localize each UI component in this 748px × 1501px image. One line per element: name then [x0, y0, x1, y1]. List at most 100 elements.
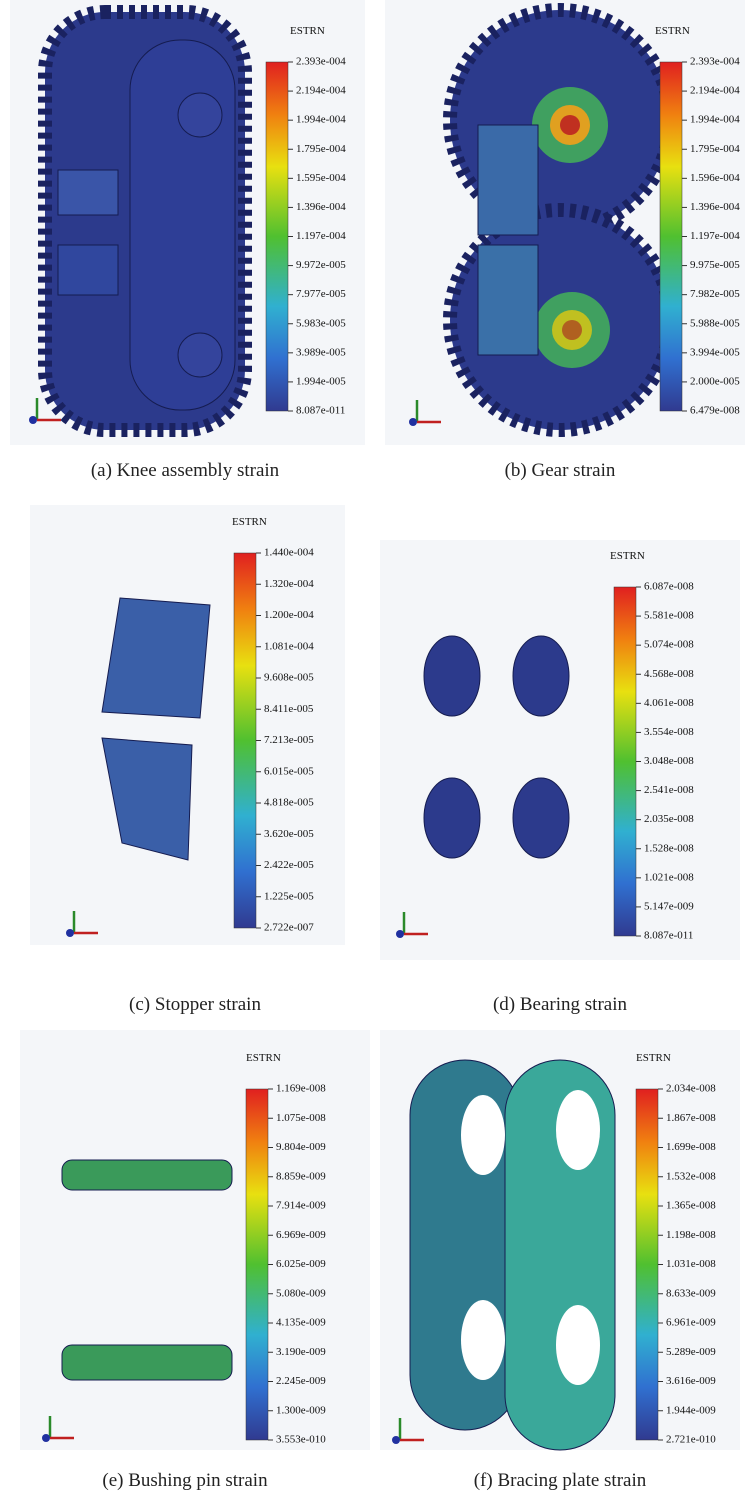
- plate-render: [410, 1060, 615, 1450]
- caption: (d) Bearing strain: [493, 994, 628, 1015]
- colorbar-label: 3.989e-005: [296, 346, 346, 358]
- colorbar-label: 4.818e-005: [264, 797, 314, 809]
- colorbar: [234, 553, 256, 928]
- colorbar-label: 5.289e-009: [666, 1346, 716, 1358]
- colorbar-label: 1.197e-004: [296, 230, 346, 242]
- colorbar: [246, 1089, 268, 1440]
- caption: (e) Bushing pin strain: [102, 1470, 268, 1491]
- colorbar-label: 1.169e-008: [276, 1083, 326, 1095]
- colorbar-label: 3.620e-005: [264, 828, 314, 840]
- triad-z: [392, 1436, 400, 1444]
- colorbar-label: 1.396e-004: [690, 201, 740, 213]
- legend-title: ESTRN: [655, 25, 690, 37]
- colorbar-label: 6.025e-009: [276, 1258, 326, 1270]
- colorbar-label: 1.699e-008: [666, 1141, 716, 1153]
- legend-title: ESTRN: [290, 25, 325, 37]
- colorbar-label: 1.300e-009: [276, 1404, 326, 1416]
- colorbar-label: 4.061e-008: [644, 697, 694, 709]
- colorbar-label: 1.396e-004: [296, 201, 346, 213]
- colorbar: [660, 62, 682, 411]
- colorbar-label: 7.914e-009: [276, 1200, 326, 1212]
- colorbar-label: 5.983e-005: [296, 317, 346, 329]
- colorbar-label: 4.135e-009: [276, 1317, 326, 1329]
- colorbar-label: 7.982e-005: [690, 288, 740, 300]
- triad-z: [29, 416, 37, 424]
- colorbar-label: 1.994e-004: [296, 114, 346, 126]
- colorbar: [266, 62, 288, 411]
- colorbar-label: 1.795e-004: [690, 143, 740, 155]
- colorbar-label: 1.031e-008: [666, 1258, 716, 1270]
- colorbar-label: 1.198e-008: [666, 1229, 716, 1241]
- colorbar-label: 1.440e-004: [264, 547, 314, 559]
- colorbar-label: 1.795e-004: [296, 143, 346, 155]
- triad-z: [409, 418, 417, 426]
- colorbar-label: 8.087e-011: [296, 405, 345, 417]
- colorbar-label: 1.994e-005: [296, 375, 346, 387]
- colorbar-label: 9.608e-005: [264, 672, 314, 684]
- colorbar-label: 8.087e-011: [644, 930, 693, 942]
- colorbar-label: 1.867e-008: [666, 1112, 716, 1124]
- colorbar-label: 3.190e-009: [276, 1346, 326, 1358]
- colorbar-label: 8.633e-009: [666, 1287, 716, 1299]
- colorbar-label: 2.000e-005: [690, 375, 740, 387]
- caption: (a) Knee assembly strain: [91, 460, 280, 481]
- colorbar-label: 1.596e-004: [690, 172, 740, 184]
- colorbar-label: 2.541e-008: [644, 784, 694, 796]
- colorbar-label: 2.194e-004: [690, 85, 740, 97]
- colorbar-label: 1.081e-004: [264, 640, 314, 652]
- colorbar-label: 6.479e-008: [690, 405, 740, 417]
- colorbar-label: 2.393e-004: [296, 56, 346, 68]
- caption: (b) Gear strain: [505, 460, 616, 481]
- colorbar-label: 9.975e-005: [690, 259, 740, 271]
- colorbar-label: 3.616e-009: [666, 1375, 716, 1387]
- colorbar-label: 3.048e-008: [644, 755, 694, 767]
- colorbar-label: 1.197e-004: [690, 230, 740, 242]
- triad-z: [396, 930, 404, 938]
- colorbar-label: 7.977e-005: [296, 288, 346, 300]
- legend-title: ESTRN: [610, 550, 645, 562]
- colorbar-label: 9.804e-009: [276, 1141, 326, 1153]
- figure: ESTRN 2.393e-004 2.194e-004 1.994e-004 1.795…: [0, 0, 748, 1501]
- colorbar-label: 5.147e-009: [644, 900, 694, 912]
- colorbar-label: 5.074e-008: [644, 639, 694, 651]
- caption: (c) Stopper strain: [129, 994, 261, 1015]
- legend-title: ESTRN: [636, 1052, 671, 1064]
- colorbar-label: 9.972e-005: [296, 259, 346, 271]
- colorbar-label: 2.422e-005: [264, 859, 314, 871]
- legend-title: ESTRN: [232, 516, 267, 528]
- colorbar-label: 1.944e-009: [666, 1404, 716, 1416]
- colorbar-label: 5.080e-009: [276, 1287, 326, 1299]
- colorbar-label: 5.988e-005: [690, 317, 740, 329]
- colorbar-label: 1.320e-004: [264, 578, 314, 590]
- colorbar-label: 8.411e-005: [264, 703, 314, 715]
- colorbar-label: 5.581e-008: [644, 610, 694, 622]
- colorbar-label: 3.994e-005: [690, 346, 740, 358]
- colorbar-label: 6.087e-008: [644, 581, 694, 593]
- colorbar-label: 2.245e-009: [276, 1375, 326, 1387]
- colorbar-label: 1.075e-008: [276, 1112, 326, 1124]
- render-bg: [380, 540, 740, 960]
- colorbar-label: 2.721e-010: [666, 1434, 716, 1446]
- colorbar-label: 4.568e-008: [644, 668, 694, 680]
- colorbar-label: 6.015e-005: [264, 765, 314, 777]
- colorbar-label: 3.554e-008: [644, 726, 694, 738]
- knee-render: [45, 12, 245, 430]
- colorbar: [636, 1089, 658, 1440]
- caption: (f) Bracing plate strain: [474, 1470, 647, 1491]
- colorbar-label: 1.021e-008: [644, 871, 694, 883]
- colorbar-label: 1.994e-004: [690, 114, 740, 126]
- colorbar-label: 2.034e-008: [666, 1083, 716, 1095]
- colorbar-label: 6.969e-009: [276, 1229, 326, 1241]
- colorbar-label: 1.200e-004: [264, 609, 314, 621]
- colorbar-label: 1.595e-004: [296, 172, 346, 184]
- colorbar-label: 2.722e-007: [264, 922, 314, 934]
- colorbar: [614, 587, 636, 936]
- colorbar-label: 2.393e-004: [690, 56, 740, 68]
- colorbar-label: 1.365e-008: [666, 1200, 716, 1212]
- colorbar-label: 3.553e-010: [276, 1434, 326, 1446]
- colorbar-label: 2.194e-004: [296, 85, 346, 97]
- legend-title: ESTRN: [246, 1052, 281, 1064]
- render-bg: [30, 505, 345, 945]
- colorbar-label: 8.859e-009: [276, 1170, 326, 1182]
- colorbar-label: 6.961e-009: [666, 1317, 716, 1329]
